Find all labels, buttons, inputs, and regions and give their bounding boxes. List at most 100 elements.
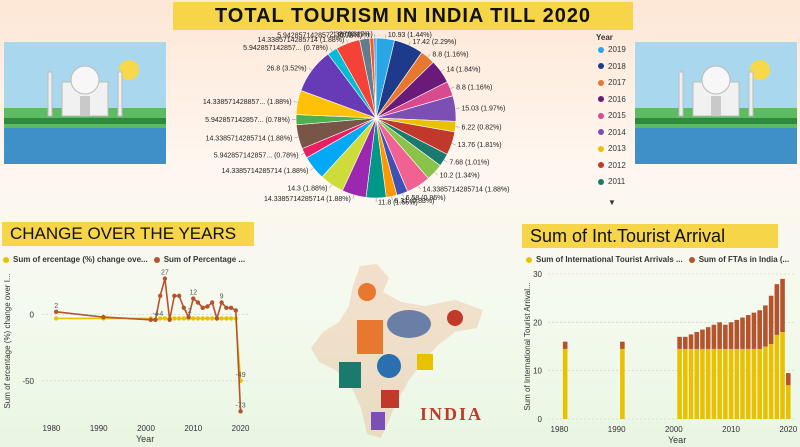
pie-leader-line	[300, 153, 305, 156]
legend-swatch	[598, 145, 604, 152]
y-axis-label: Sum of ercentage (%) change over I...	[3, 273, 12, 408]
bar-segment	[562, 341, 568, 349]
bar-segment	[677, 348, 682, 419]
data-point	[181, 305, 187, 311]
data-point	[233, 308, 239, 313]
data-point	[214, 316, 220, 321]
data-point	[200, 316, 205, 321]
bar-segment	[763, 346, 768, 419]
legend-item[interactable]: 2018	[598, 62, 626, 71]
data-point	[195, 300, 201, 305]
bar-segment	[740, 348, 745, 419]
legend-item[interactable]: 2012	[598, 161, 626, 170]
bar-segment	[763, 305, 768, 347]
bar-segment	[774, 284, 780, 335]
data-point	[101, 314, 106, 320]
legend-swatch	[598, 129, 604, 135]
pie-leader-line	[434, 172, 438, 176]
chevron-down-icon[interactable]: ▼	[608, 198, 616, 207]
data-point	[224, 316, 229, 321]
pie-chart: 10.93 (1.44%)17.42 (2.29%) 8.8 (1.16%) 14 …	[203, 32, 510, 207]
bar-segment	[774, 334, 780, 419]
bar-segment	[700, 329, 705, 349]
data-point	[162, 276, 168, 281]
legend-item[interactable]: 2015	[598, 111, 626, 120]
data-label: 27	[161, 270, 169, 277]
bar-segment	[705, 348, 711, 419]
bar-segment	[780, 332, 785, 419]
pie-data-label: 14.3385714285714 (1.88%)	[423, 187, 510, 194]
legend-item[interactable]: 2019	[598, 45, 626, 54]
x-tick-label: 2020	[779, 425, 797, 434]
data-point	[53, 316, 59, 321]
page-title: TOTAL TOURISM IN INDIA TILL 2020	[173, 2, 633, 30]
pie-data-label: 14.3385714285714 (1.88%)	[206, 135, 293, 142]
legend-item[interactable]: 2016	[598, 95, 626, 104]
legend-item[interactable]: 2017	[598, 78, 626, 87]
india-logo-text: INDIA	[420, 404, 484, 424]
bar-segment	[785, 385, 791, 419]
pie-data-label: 6.31 (0.83%)	[394, 198, 434, 205]
data-point	[172, 316, 177, 321]
bar-legend-1: Sum of International Tourist Arrivals ..…	[536, 255, 683, 264]
bar-legend-2: Sum of FTAs in India (...	[698, 255, 790, 264]
bar-segment	[694, 348, 700, 419]
pie-leader-line	[443, 159, 448, 163]
pie-leader-line	[346, 39, 348, 44]
pie-leader-line	[391, 196, 393, 201]
data-point	[153, 317, 158, 322]
data-point	[228, 316, 234, 321]
bar-segment	[717, 322, 722, 349]
pie-data-label: 14.3 (1.88%)	[287, 185, 327, 192]
bar-segment	[620, 341, 625, 349]
bar-segment	[740, 317, 745, 349]
bar-segment	[694, 332, 700, 349]
data-point	[176, 293, 182, 299]
data-point	[238, 409, 243, 414]
legend-swatch	[598, 112, 604, 119]
pie-data-label: 6.22 (0.82%)	[462, 125, 502, 132]
y-tick-label: 20	[533, 318, 542, 327]
line-chart: 0 -50 1980 1990 2000 2010 2020 Year Sum of ercen…	[3, 270, 250, 444]
x-axis-label: Year	[136, 434, 154, 444]
pie-leader-line	[363, 34, 365, 39]
legend-label: 2012	[608, 160, 626, 170]
line-legend-2: Sum of Percentage ...	[163, 255, 246, 264]
bar-segment	[751, 312, 757, 349]
data-point	[191, 316, 196, 321]
data-point	[209, 300, 215, 305]
bar-segment	[562, 348, 568, 419]
pie-data-label: 5.942857142857... (0.78%)	[277, 32, 362, 39]
pie-leader-line	[310, 167, 314, 171]
pie-leader-line	[329, 47, 333, 52]
data-point	[205, 304, 210, 309]
data-label: -73	[235, 402, 245, 409]
data-label: -4	[157, 311, 163, 318]
legend-label: 2013	[608, 144, 626, 153]
y-tick-label: 0	[538, 415, 543, 424]
bar-segment	[711, 348, 717, 419]
x-tick-label: 1980	[43, 424, 61, 433]
pie-leader-line	[294, 136, 299, 139]
series-line	[56, 317, 242, 381]
legend-item[interactable]: 2014	[598, 128, 626, 137]
legend-item[interactable]: 2011	[598, 177, 625, 186]
pie-data-label: 7.68 (1.01%)	[449, 160, 489, 167]
x-tick-label: 2010	[184, 424, 202, 433]
x-tick-label: 2020	[232, 424, 250, 433]
data-point	[162, 316, 168, 321]
data-point	[224, 305, 229, 311]
legend-item[interactable]: 2013	[598, 144, 626, 153]
line-legend-1: Sum of ercentage (%) change ove...	[13, 255, 148, 264]
legend-label: 2017	[608, 78, 626, 87]
pie-data-label: 14.338571428857... (1.88%)	[203, 99, 292, 106]
bar-segment	[688, 334, 694, 349]
x-axis-label: Year	[668, 435, 686, 445]
y-tick-label: 10	[533, 367, 542, 376]
bar-segment	[620, 348, 625, 419]
pie-data-label: 8.8 (1.16%)	[456, 85, 492, 92]
pie-leader-line	[308, 67, 312, 71]
data-point	[148, 317, 153, 322]
data-point	[172, 293, 177, 299]
y-tick-label: -50	[22, 377, 34, 386]
